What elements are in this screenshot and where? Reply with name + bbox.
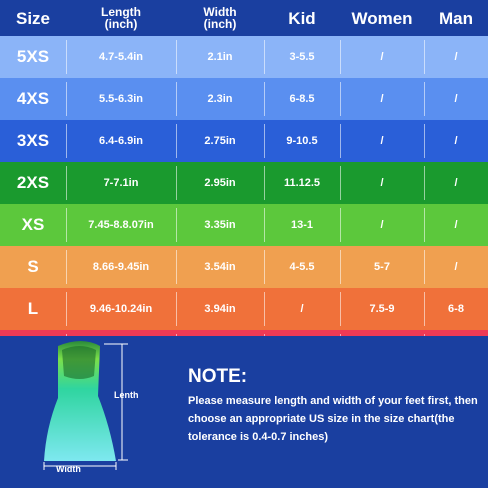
cell-man: / bbox=[424, 246, 488, 288]
cell-length: 8.66-9.45in bbox=[66, 246, 176, 288]
header-man: Man bbox=[439, 8, 473, 28]
cell-man: / bbox=[424, 120, 488, 162]
cell-width: 3.35in bbox=[176, 204, 264, 246]
cell-width: 3.54in bbox=[176, 246, 264, 288]
cell-size: 4XS bbox=[16, 89, 50, 108]
cell-man: / bbox=[424, 36, 488, 78]
cell-man: / bbox=[424, 78, 488, 120]
table-row: 3XS 6.4-6.9in 2.75in 9-10.5// bbox=[0, 120, 488, 162]
note-text: Please measure length and width of your … bbox=[188, 395, 478, 443]
cell-width: 2.3in bbox=[176, 78, 264, 120]
cell-width: 3.94in bbox=[176, 288, 264, 330]
header-length-label: Length bbox=[101, 5, 141, 19]
table-row: S 8.66-9.45in 3.54in 4-5.5 5-7/ bbox=[0, 246, 488, 288]
cell-kid: 6-8.5 bbox=[264, 78, 340, 120]
length-label: Lenth bbox=[114, 390, 139, 400]
header-length-unit: (inch) bbox=[104, 17, 138, 31]
fin-opening bbox=[62, 346, 96, 379]
fin-shape bbox=[44, 341, 116, 461]
cell-kid: / bbox=[264, 288, 340, 330]
cell-width: 2.1in bbox=[176, 36, 264, 78]
cell-women: / bbox=[340, 204, 424, 246]
cell-women: 5-7 bbox=[340, 246, 424, 288]
table-row: 2XS 7-7.1in 2.95in 11.12.5// bbox=[0, 162, 488, 204]
cell-size: L bbox=[27, 299, 39, 318]
header-width: Width (inch) bbox=[176, 0, 264, 36]
cell-women: / bbox=[340, 36, 424, 78]
cell-size: S bbox=[27, 257, 39, 276]
cell-man: / bbox=[424, 204, 488, 246]
table-row: L 9.46-10.24in 3.94in/7.5-9 6-8 bbox=[0, 288, 488, 330]
cell-size: 5XS bbox=[16, 47, 50, 66]
cell-size: 3XS bbox=[16, 131, 50, 150]
cell-kid: 13-1 bbox=[264, 204, 340, 246]
cell-women: 7.5-9 bbox=[340, 288, 424, 330]
header-size: Size bbox=[15, 8, 51, 28]
cell-size: XS bbox=[21, 215, 45, 234]
header-length: Length (inch) bbox=[66, 0, 176, 36]
header-width-unit: (inch) bbox=[203, 17, 237, 31]
note-title: NOTE: bbox=[188, 366, 248, 387]
header-kid: Kid bbox=[288, 8, 316, 28]
header-width-label: Width bbox=[203, 5, 237, 19]
cell-women: / bbox=[340, 162, 424, 204]
table-row: 4XS 5.5-6.3in 2.3in 6-8.5// bbox=[0, 78, 488, 120]
size-chart-rows: 5XS 4.7-5.4in 2.1in 3-5.5//4XS 5.5-6.3in 2.3i… bbox=[0, 36, 488, 372]
cell-length: 9.46-10.24in bbox=[66, 288, 176, 330]
cell-length: 6.4-6.9in bbox=[66, 120, 176, 162]
table-header: Size Length (inch) Width (inch) Kid Wome… bbox=[0, 0, 488, 36]
cell-kid: 4-5.5 bbox=[264, 246, 340, 288]
note-section: Lenth Width NOTE: Please measure length … bbox=[0, 336, 488, 488]
cell-man: / bbox=[424, 162, 488, 204]
table-row: 5XS 4.7-5.4in 2.1in 3-5.5// bbox=[0, 36, 488, 78]
width-label: Width bbox=[56, 464, 81, 474]
cell-women: / bbox=[340, 120, 424, 162]
table-row: XS 7.45-8.8.07in 3.35in 13-1// bbox=[0, 204, 488, 246]
cell-width: 2.95in bbox=[176, 162, 264, 204]
cell-kid: 9-10.5 bbox=[264, 120, 340, 162]
cell-width: 2.75in bbox=[176, 120, 264, 162]
cell-length: 7.45-8.8.07in bbox=[66, 204, 176, 246]
cell-kid: 11.12.5 bbox=[264, 162, 340, 204]
cell-man: 6-8 bbox=[424, 288, 488, 330]
cell-length: 5.5-6.3in bbox=[66, 78, 176, 120]
cell-size: 2XS bbox=[16, 173, 50, 192]
cell-length: 4.7-5.4in bbox=[66, 36, 176, 78]
cell-women: / bbox=[340, 78, 424, 120]
cell-length: 7-7.1in bbox=[66, 162, 176, 204]
cell-kid: 3-5.5 bbox=[264, 36, 340, 78]
fin-diagram bbox=[43, 341, 128, 470]
header-women: Women bbox=[351, 8, 413, 28]
